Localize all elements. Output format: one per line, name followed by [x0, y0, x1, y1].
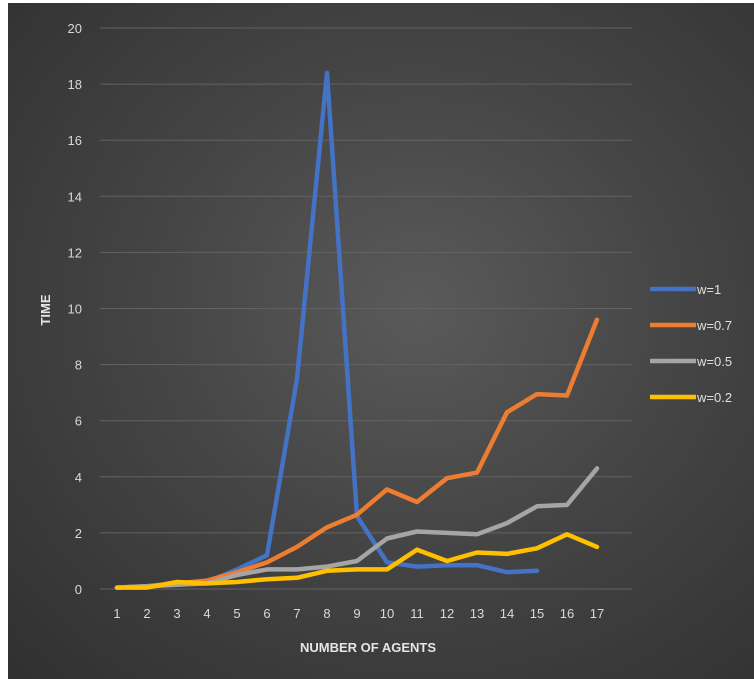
x-axis-title: NUMBER OF AGENTS [300, 640, 436, 655]
chart-area [8, 3, 754, 679]
y-tick-label: 10 [68, 302, 82, 317]
x-tick-label: 11 [410, 606, 424, 621]
y-tick-label: 4 [75, 470, 82, 485]
x-tick-label: 13 [470, 606, 484, 621]
legend: w=1 w=0.7 w=0.5 w=0.2 [650, 282, 732, 405]
y-axis-ticks: 0 2 4 6 8 10 12 14 16 18 20 [68, 21, 82, 597]
y-tick-label: 18 [68, 77, 82, 92]
legend-item: w=0.5 [650, 354, 732, 369]
legend-item: w=1 [650, 282, 721, 297]
y-tick-label: 14 [68, 189, 82, 204]
legend-label: w=0.2 [696, 390, 732, 405]
x-tick-label: 17 [590, 606, 604, 621]
y-tick-label: 2 [75, 526, 82, 541]
y-tick-label: 12 [68, 245, 82, 260]
x-axis-ticks: 1 2 3 4 5 6 7 8 9 10 11 12 13 14 15 16 17 [113, 606, 604, 621]
x-tick-label: 16 [560, 606, 574, 621]
legend-label: w=1 [696, 282, 721, 297]
x-tick-label: 4 [203, 606, 210, 621]
legend-item: w=0.7 [650, 318, 732, 333]
series-line-w=0.7 [114, 317, 600, 590]
legend-label: w=0.7 [696, 318, 732, 333]
series-line-w=1 [114, 70, 540, 590]
series-line-w=0.2 [114, 532, 600, 590]
legend-label: w=0.5 [696, 354, 732, 369]
y-tick-label: 8 [75, 358, 82, 373]
x-tick-label: 15 [530, 606, 544, 621]
y-tick-label: 20 [68, 21, 82, 36]
y-tick-label: 6 [75, 414, 82, 429]
y-axis-title: TIME [38, 294, 53, 325]
y-tick-label: 16 [68, 133, 82, 148]
x-tick-label: 2 [143, 606, 150, 621]
x-tick-label: 3 [173, 606, 180, 621]
series-lines [114, 70, 600, 590]
x-tick-label: 1 [113, 606, 120, 621]
y-tick-label: 0 [75, 582, 82, 597]
x-tick-label: 5 [233, 606, 240, 621]
x-tick-label: 7 [293, 606, 300, 621]
x-tick-label: 14 [500, 606, 514, 621]
x-tick-label: 9 [353, 606, 360, 621]
x-tick-label: 8 [323, 606, 330, 621]
x-tick-label: 6 [263, 606, 270, 621]
x-tick-label: 10 [380, 606, 394, 621]
legend-item: w=0.2 [650, 390, 732, 405]
x-tick-label: 12 [440, 606, 454, 621]
